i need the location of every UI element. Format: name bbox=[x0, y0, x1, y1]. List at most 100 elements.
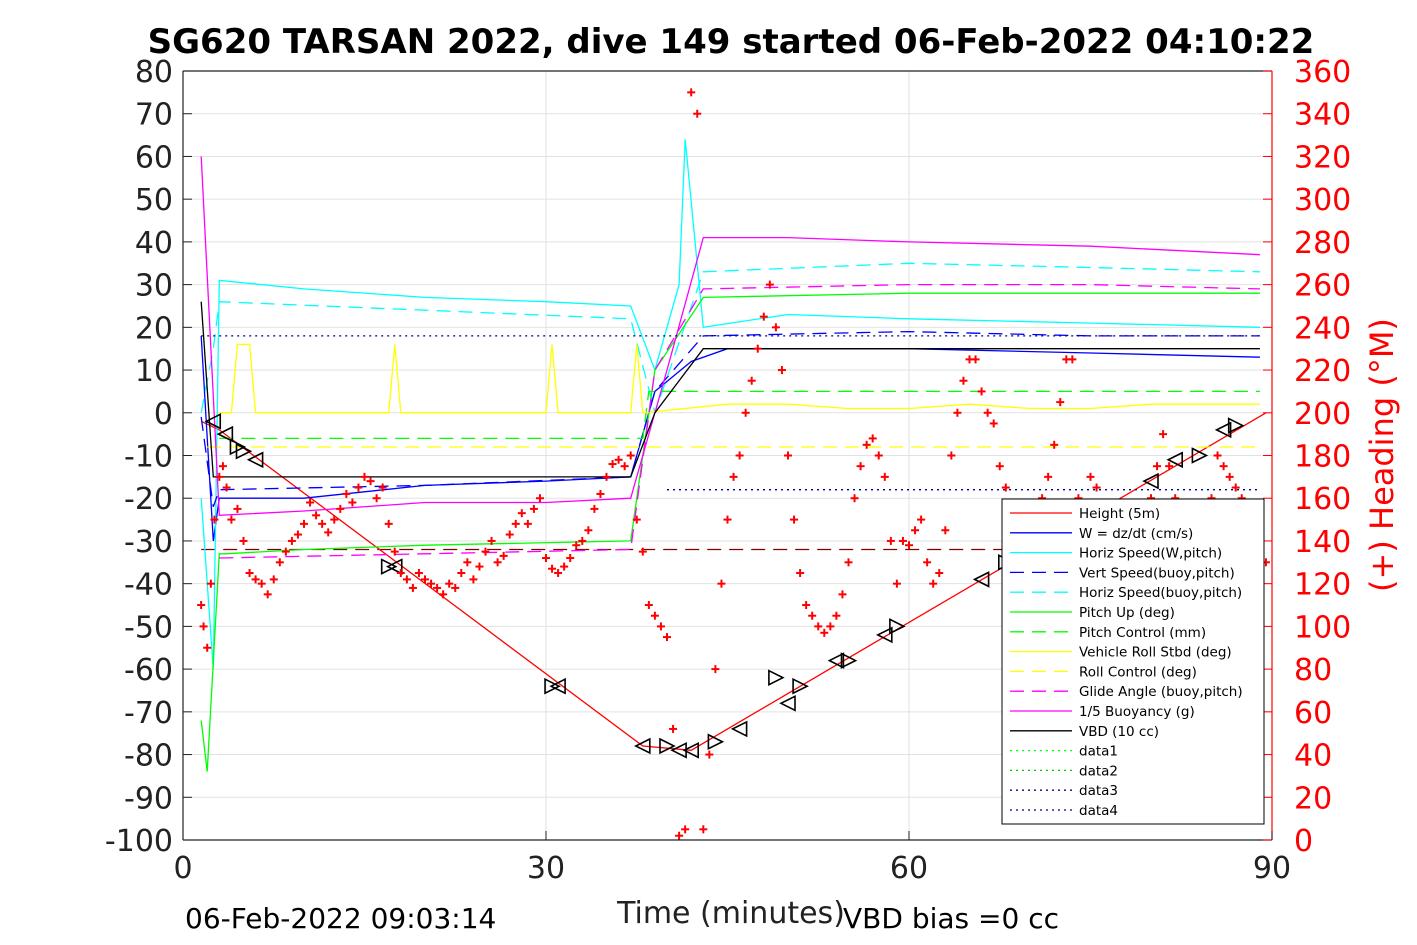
marker-triangle-left bbox=[682, 741, 700, 759]
heading-point bbox=[602, 472, 611, 481]
heading-point bbox=[463, 558, 472, 567]
heading-point bbox=[263, 590, 272, 599]
y-tick-label: 10 bbox=[135, 354, 173, 389]
heading-point bbox=[312, 511, 321, 520]
y2-axis-label: (+) Heading (°M) bbox=[1363, 318, 1401, 592]
footer-vbd-bias: VBD bias =0 cc bbox=[843, 902, 1059, 935]
y-tick-label: 70 bbox=[135, 98, 173, 133]
heading-point bbox=[427, 579, 436, 588]
heading-point bbox=[753, 344, 762, 353]
heading-point bbox=[336, 504, 345, 513]
y2-tick-label: 260 bbox=[1294, 269, 1351, 304]
heading-point bbox=[784, 451, 792, 460]
marker-triangle-right bbox=[235, 442, 253, 460]
y2-tick-label: 140 bbox=[1294, 525, 1351, 560]
heading-point bbox=[227, 515, 236, 524]
marker-triangle-right bbox=[768, 669, 785, 686]
heading-point bbox=[898, 536, 907, 545]
marker-triangle-left bbox=[1214, 421, 1232, 439]
heading-point bbox=[584, 526, 593, 535]
heading-point bbox=[203, 643, 212, 652]
legend-label: data4 bbox=[1079, 803, 1118, 819]
heading-point bbox=[971, 355, 980, 364]
heading-point bbox=[210, 515, 219, 524]
heading-point bbox=[222, 483, 231, 492]
heading-point bbox=[663, 633, 671, 642]
x-tick-label: 0 bbox=[173, 851, 192, 886]
heading-point bbox=[1050, 440, 1059, 449]
heading-point bbox=[868, 434, 877, 443]
marker-triangle-left bbox=[876, 626, 893, 644]
legend-label: data3 bbox=[1079, 783, 1118, 799]
heading-point bbox=[802, 601, 811, 610]
legend-item: Height (5m) bbox=[1010, 506, 1160, 522]
series-vert-speed-buoy-pitch bbox=[200, 330, 1260, 508]
heading-point bbox=[759, 312, 768, 321]
heading-point bbox=[844, 558, 853, 567]
heading-point bbox=[923, 558, 932, 567]
heading-point bbox=[523, 519, 532, 528]
y-tick-label: -40 bbox=[124, 568, 173, 603]
legend-item: Pitch Up (deg) bbox=[1010, 605, 1175, 621]
heading-point bbox=[850, 494, 859, 503]
heading-point bbox=[529, 504, 538, 513]
heading-point bbox=[451, 583, 460, 592]
y2-tick-label: 280 bbox=[1294, 226, 1351, 261]
y-tick-label: -30 bbox=[124, 525, 173, 560]
x-axis-ticks: 0 30 60 90 bbox=[173, 831, 1291, 886]
marker-triangle-right bbox=[659, 737, 676, 755]
series-horiz-speed-buoy-pitch bbox=[200, 262, 1260, 416]
legend-item: data1 bbox=[1010, 744, 1118, 760]
heading-point bbox=[384, 519, 393, 528]
heading-point bbox=[542, 554, 550, 563]
heading-point bbox=[402, 575, 411, 584]
heading-point bbox=[306, 498, 315, 507]
heading-point bbox=[959, 376, 968, 385]
legend-item: data4 bbox=[1010, 803, 1118, 819]
heading-point bbox=[408, 583, 417, 592]
y2-tick-label: 240 bbox=[1294, 311, 1351, 346]
heading-point bbox=[644, 601, 653, 610]
heading-point bbox=[378, 483, 387, 492]
chart-title: SG620 TARSAN 2022, dive 149 started 06-F… bbox=[148, 22, 1315, 62]
heading-point bbox=[832, 611, 841, 620]
y-tick-label: 0 bbox=[154, 397, 173, 432]
heading-point bbox=[1159, 430, 1168, 439]
heading-point bbox=[929, 579, 938, 588]
heading-point bbox=[499, 551, 508, 560]
marker-triangle-right bbox=[840, 652, 858, 669]
heading-point bbox=[439, 590, 448, 599]
heading-point bbox=[862, 440, 871, 449]
heading-layer bbox=[197, 88, 1270, 840]
heading-point bbox=[469, 575, 478, 584]
y-tick-label: -70 bbox=[124, 696, 173, 731]
heading-point bbox=[197, 601, 206, 610]
heading-point bbox=[324, 528, 333, 537]
marker-triangle-right bbox=[792, 677, 809, 695]
marker-triangle-left bbox=[246, 451, 264, 469]
heading-point bbox=[578, 536, 587, 545]
heading-point bbox=[935, 568, 944, 577]
heading-point bbox=[741, 408, 750, 417]
marker-triangle-left bbox=[634, 737, 651, 755]
heading-point bbox=[638, 547, 647, 556]
heading-point bbox=[572, 541, 581, 550]
heading-point bbox=[687, 88, 696, 97]
heading-point bbox=[366, 477, 375, 486]
marker-triangle-left bbox=[670, 741, 687, 759]
y2-tick-label: 120 bbox=[1294, 568, 1351, 603]
y-axis-left-ticks: 80 70 60 50 40 30 20 10 0 -10 -20 -30 -40 -50 -60 -70 -8… bbox=[105, 55, 192, 859]
heading-point bbox=[475, 562, 484, 571]
y2-tick-label: 220 bbox=[1294, 354, 1351, 389]
y2-tick-label: 360 bbox=[1294, 55, 1351, 90]
heading-point bbox=[608, 460, 617, 469]
marker-triangle-left bbox=[1166, 451, 1183, 469]
series-glide-angle-buoy-pitch bbox=[219, 283, 1260, 559]
heading-point bbox=[390, 547, 399, 556]
heading-point bbox=[354, 483, 363, 492]
legend-item: Vehicle Roll Stbd (deg) bbox=[1010, 645, 1232, 661]
heading-point bbox=[535, 494, 544, 503]
legend-item: data3 bbox=[1010, 783, 1118, 799]
heading-point bbox=[705, 750, 714, 759]
heading-point bbox=[1225, 472, 1234, 481]
